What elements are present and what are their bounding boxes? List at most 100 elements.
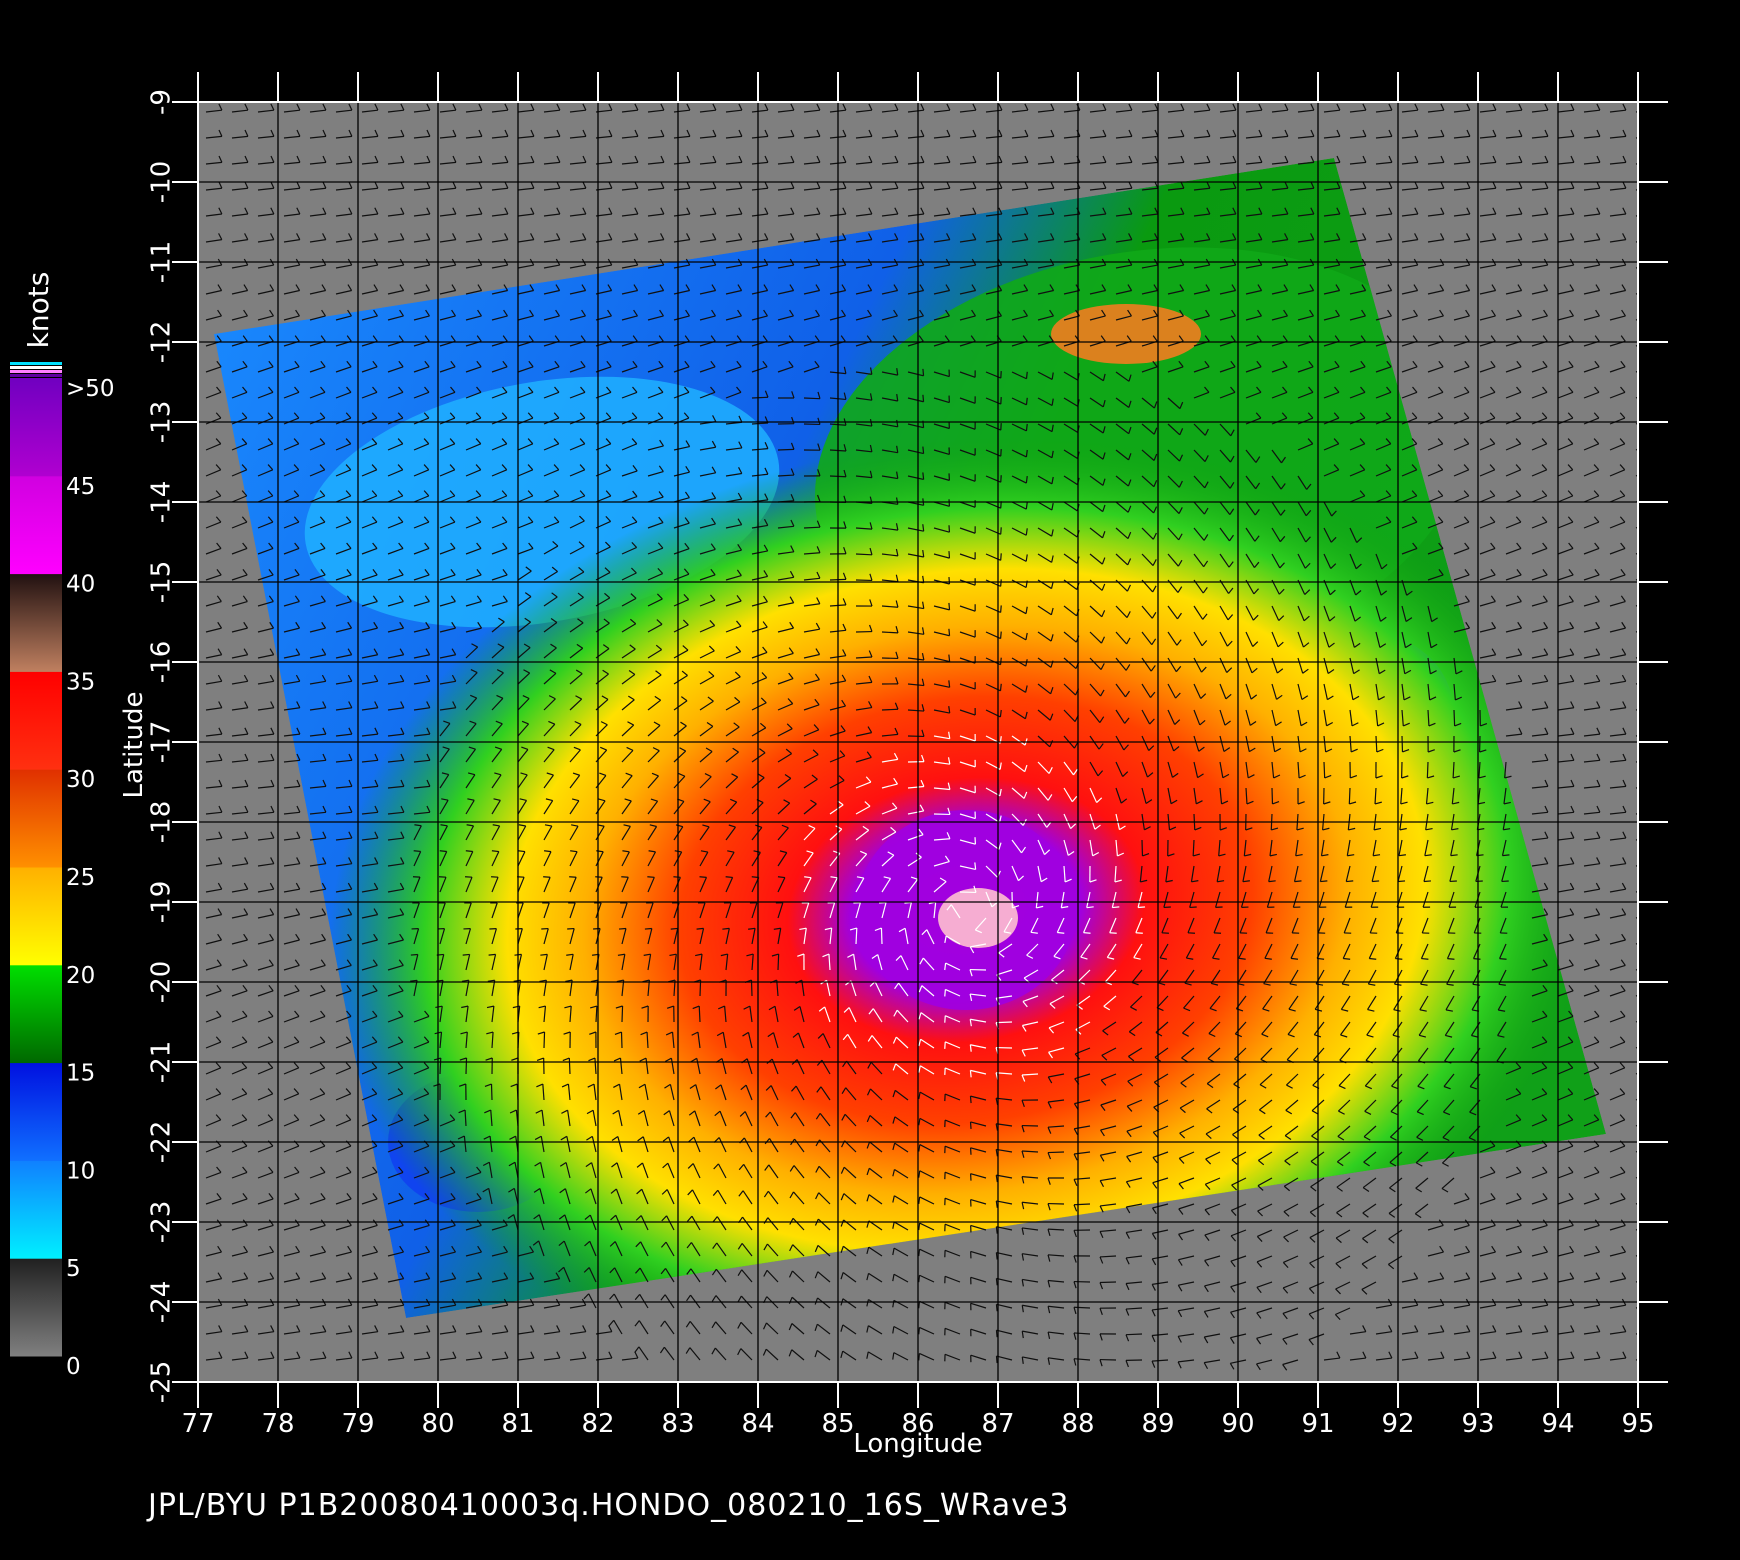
wind-barb [257, 1166, 274, 1179]
wind-barb [1423, 865, 1431, 883]
wind-barb [387, 233, 405, 243]
wind-barb [1445, 995, 1455, 1012]
wind-barb [621, 309, 638, 321]
wind-barb [1375, 233, 1393, 243]
wind-barb [661, 1215, 675, 1231]
wind-barb [907, 129, 925, 139]
wind-barb [664, 1083, 675, 1101]
wind-barb [611, 1162, 623, 1179]
wind-barb [387, 129, 405, 139]
wind-barb [1167, 103, 1185, 113]
wind-barb [465, 490, 482, 503]
wind-barb [933, 551, 951, 559]
wind-barb [1297, 412, 1314, 425]
wind-barb [1609, 674, 1627, 685]
wind-barb [361, 831, 379, 841]
wind-barb [1583, 1088, 1600, 1101]
wind-barb [361, 1010, 378, 1023]
wind-barb [1583, 103, 1601, 113]
wind-barb [1531, 648, 1549, 659]
wind-barb [1047, 1357, 1065, 1365]
wind-barb [1415, 1151, 1429, 1167]
wind-barb [803, 774, 818, 789]
wind-barb [205, 674, 223, 685]
wind-barb [1557, 155, 1575, 165]
wind-barb [1297, 553, 1311, 569]
wind-barb [1037, 605, 1054, 616]
wind-barb [1115, 839, 1125, 857]
wind-barb [1287, 1021, 1299, 1038]
wind-barb [1204, 1203, 1221, 1216]
wind-barb [387, 595, 404, 607]
wind-barb [1531, 674, 1549, 685]
wind-barb [1323, 103, 1341, 113]
wind-barb [803, 824, 816, 841]
wind-barb [1531, 103, 1549, 113]
wind-barb [789, 1244, 805, 1257]
wind-barb [1479, 709, 1488, 727]
wind-barb [205, 1114, 222, 1127]
wind-barb [1531, 1272, 1549, 1283]
wind-barb [568, 902, 576, 919]
wind-barb [283, 882, 301, 893]
wind-barb [959, 837, 977, 845]
wind-barb [1037, 397, 1054, 407]
wind-barb [1271, 155, 1289, 165]
wind-barb [699, 284, 717, 295]
wind-barb [309, 360, 326, 373]
wind-barb [1190, 865, 1199, 883]
wind-barb [1531, 1010, 1548, 1023]
wind-barb [1185, 943, 1195, 960]
wind-barb [569, 643, 584, 659]
wind-barb [413, 1166, 430, 1179]
wind-barb [413, 129, 431, 139]
x-tick-label: 80 [421, 1409, 454, 1439]
wind-barb [814, 1244, 831, 1257]
wind-barb [855, 393, 873, 401]
wind-barb [1240, 891, 1249, 908]
wind-barb [1609, 309, 1626, 321]
wind-barb [647, 876, 655, 893]
wind-barb [609, 1293, 623, 1309]
wind-barb [491, 516, 508, 529]
wind-barb [1208, 1021, 1221, 1038]
wind-barb [1282, 1333, 1299, 1345]
wind-barb [1193, 181, 1211, 191]
wind-barb [543, 490, 560, 503]
wind-barb [1557, 1114, 1574, 1127]
wind-barb [439, 595, 456, 607]
wind-barb [1505, 1351, 1523, 1361]
wind-barb [610, 1188, 623, 1205]
wind-barb [933, 207, 951, 217]
y-tick-label: -12 [147, 321, 177, 363]
wind-barb [695, 953, 703, 971]
wind-barb [1505, 284, 1523, 295]
wind-barb [918, 1117, 935, 1127]
wind-barb [777, 207, 795, 217]
wind-barb [647, 155, 665, 165]
wind-barb [855, 547, 873, 556]
wind-barb [768, 1005, 779, 1023]
wind-barb [387, 959, 404, 971]
wind-barb [907, 368, 925, 377]
wind-barb [335, 233, 353, 243]
wind-barb [309, 1192, 326, 1205]
wind-barb [699, 233, 717, 243]
wind-barb [335, 1272, 353, 1283]
wind-barb [814, 1349, 831, 1361]
wind-barb [840, 1324, 857, 1335]
wind-barb [803, 597, 821, 607]
wind-barb [1453, 233, 1471, 243]
wind-barb [1479, 309, 1496, 321]
wind-barb [1583, 753, 1601, 763]
wind-barb [387, 1166, 404, 1179]
wind-barb [283, 360, 300, 373]
wind-barb [621, 516, 638, 529]
wind-barb [387, 779, 405, 789]
wind-barb [777, 773, 792, 789]
wind-barb [1037, 284, 1055, 295]
wind-barb [1037, 631, 1054, 642]
wind-barb [543, 876, 551, 893]
wind-barb [1335, 1281, 1351, 1295]
wind-barb [283, 595, 300, 607]
